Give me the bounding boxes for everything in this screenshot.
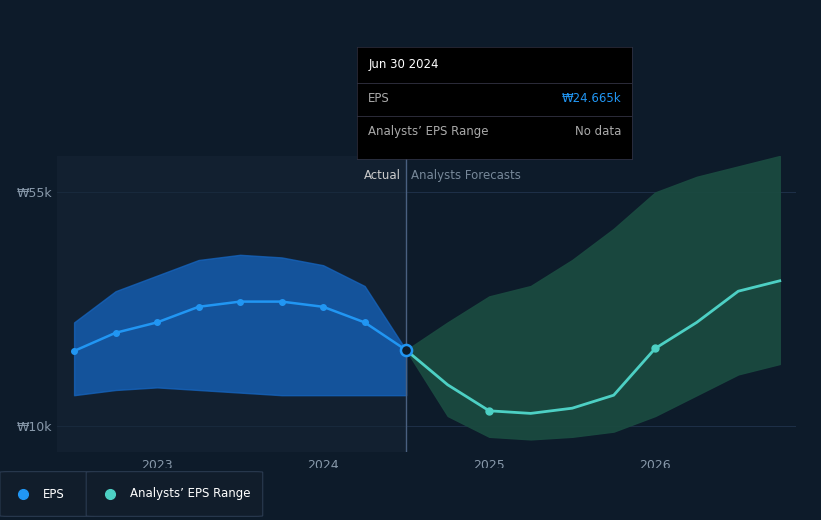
Text: ₩24.665k: ₩24.665k <box>562 92 621 105</box>
Text: No data: No data <box>575 125 621 138</box>
Text: Analysts’ EPS Range: Analysts’ EPS Range <box>368 125 488 138</box>
Text: Analysts’ EPS Range: Analysts’ EPS Range <box>130 488 250 500</box>
Text: EPS: EPS <box>43 488 64 500</box>
Text: Actual: Actual <box>365 169 401 182</box>
FancyBboxPatch shape <box>0 472 94 516</box>
Text: Analysts Forecasts: Analysts Forecasts <box>411 169 521 182</box>
FancyBboxPatch shape <box>86 472 263 516</box>
Text: EPS: EPS <box>368 92 390 105</box>
Bar <box>57 156 406 452</box>
Text: Jun 30 2024: Jun 30 2024 <box>368 58 438 71</box>
